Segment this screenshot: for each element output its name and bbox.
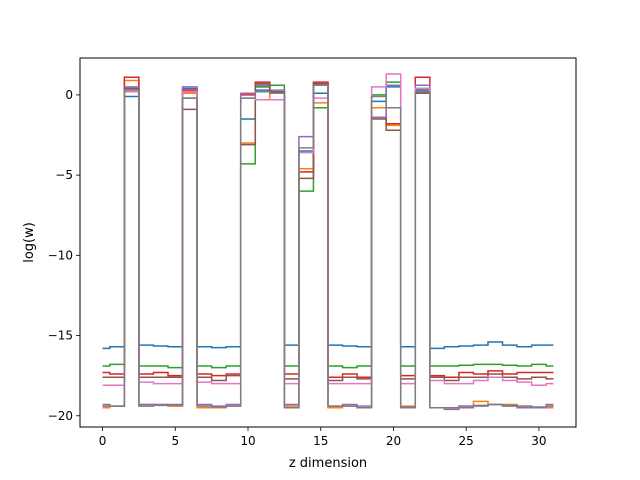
y-tick-label: −15 — [48, 329, 73, 343]
y-axis-label: log(w) — [22, 222, 37, 263]
series-line-8 — [102, 84, 554, 409]
x-ticks: 0 5 10 15 20 25 30 — [99, 427, 547, 448]
x-tick-label: 0 — [99, 434, 107, 448]
y-tick-label: −20 — [48, 409, 73, 423]
y-tick-label: 0 — [65, 88, 73, 102]
x-tick-label: 15 — [313, 434, 328, 448]
series-layer — [102, 73, 554, 411]
x-tick-label: 10 — [240, 434, 255, 448]
y-tick-label: −5 — [55, 168, 73, 182]
y-tick-label: −10 — [48, 248, 73, 262]
series-line-4 — [102, 76, 554, 379]
x-tick-label: 20 — [386, 434, 401, 448]
x-tick-label: 30 — [531, 434, 546, 448]
x-axis-label: z dimension — [289, 456, 367, 471]
y-ticks: −20 −15 −10 −5 0 — [48, 88, 80, 423]
x-tick-label: 5 — [171, 434, 179, 448]
x-tick-label: 25 — [459, 434, 474, 448]
axes-frame — [79, 57, 577, 428]
